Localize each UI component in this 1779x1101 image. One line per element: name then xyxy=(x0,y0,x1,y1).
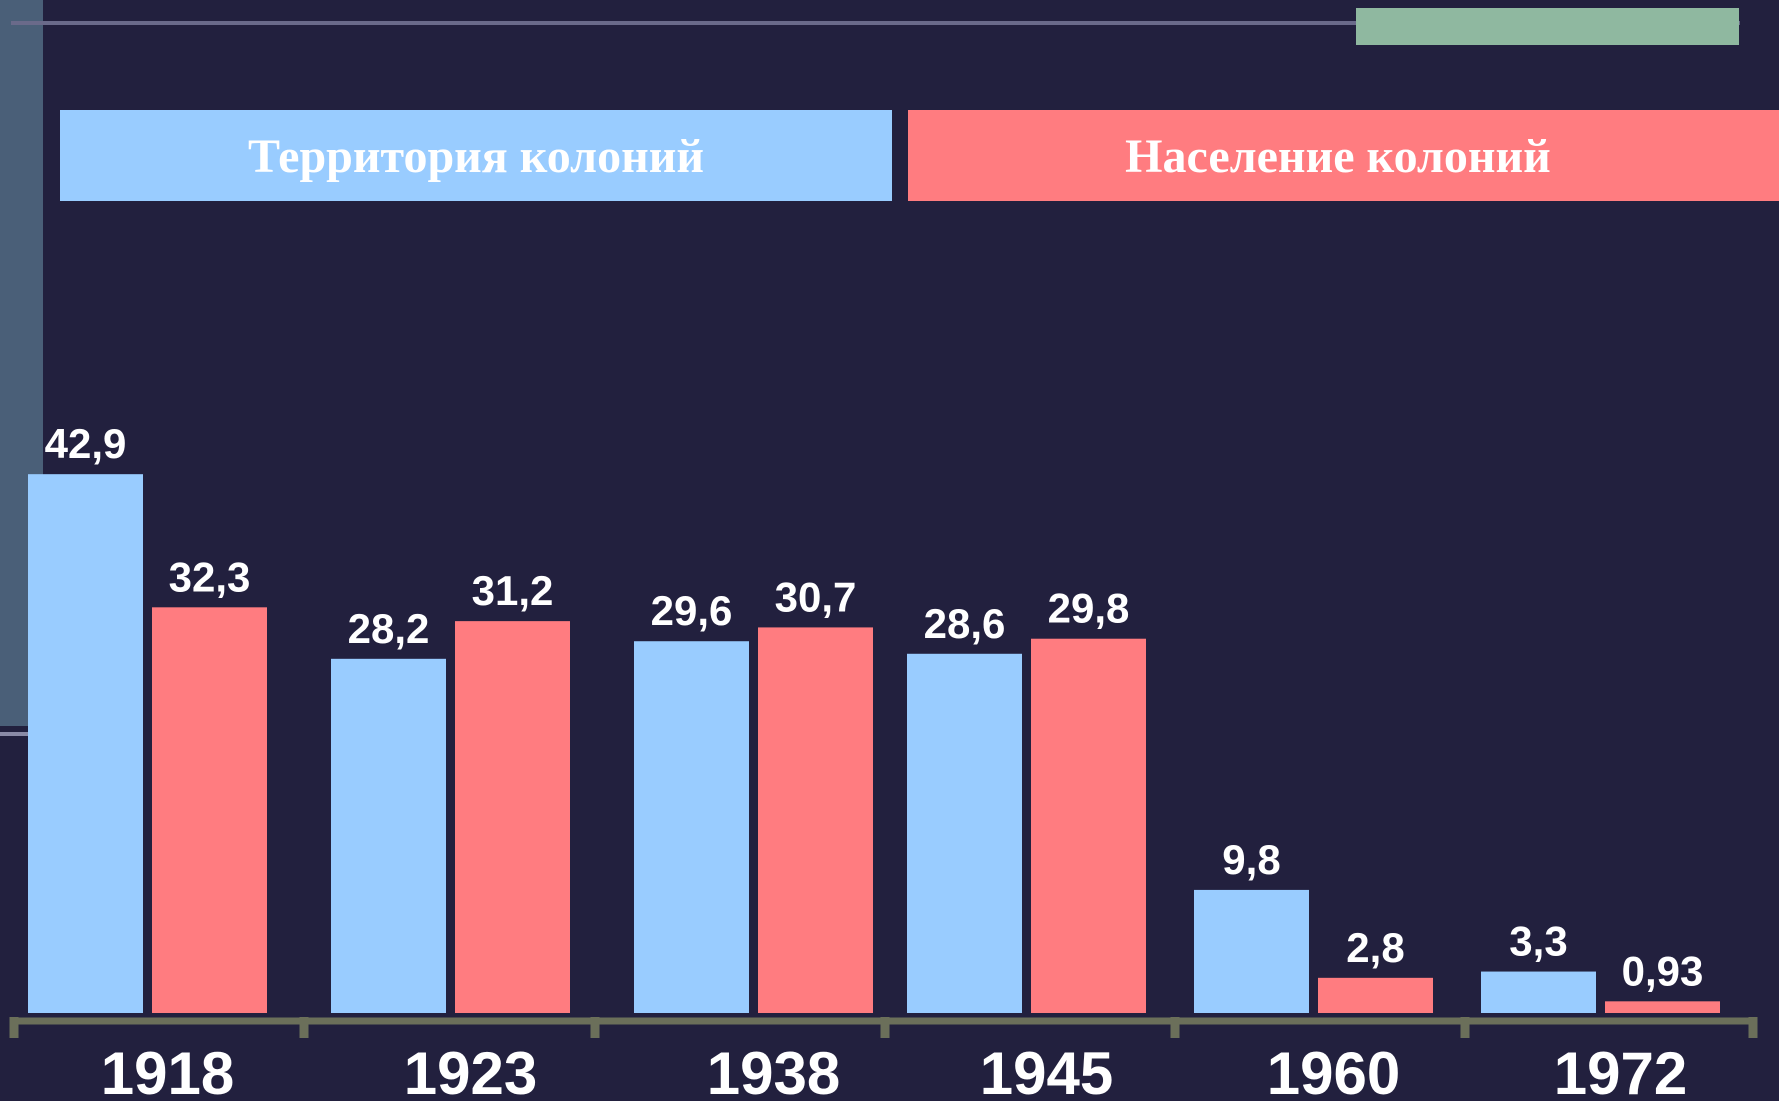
bar xyxy=(152,607,267,1013)
x-tick-label: 1972 xyxy=(1554,1040,1687,1101)
data-label: 2,8 xyxy=(1346,924,1404,971)
x-tick-label: 1938 xyxy=(707,1040,840,1101)
data-label: 32,3 xyxy=(169,553,251,600)
x-tick-label: 1960 xyxy=(1267,1040,1400,1101)
data-label: 29,6 xyxy=(651,587,733,634)
bar xyxy=(907,653,1022,1013)
x-tick-label: 1923 xyxy=(404,1040,537,1101)
bar xyxy=(1481,971,1596,1013)
bar xyxy=(1605,1001,1720,1013)
data-label: 42,9 xyxy=(45,420,127,467)
data-label: 30,7 xyxy=(775,573,857,620)
bar xyxy=(634,641,749,1013)
bar xyxy=(1031,638,1146,1013)
data-label: 29,8 xyxy=(1048,585,1130,632)
plot: 42,9 32,3 1918 28,2 31,2 1923 29,6 30,7 1938 28,6… xyxy=(9,420,1758,1101)
data-label: 28,6 xyxy=(924,600,1006,647)
data-label: 0,93 xyxy=(1622,947,1704,994)
x-tick-label: 1918 xyxy=(101,1040,234,1101)
legend: Территория колоний Население колоний xyxy=(60,110,1779,201)
data-label: 9,8 xyxy=(1222,836,1280,883)
decor-rect xyxy=(1356,8,1739,45)
bar xyxy=(1194,889,1309,1013)
legend-swatch xyxy=(60,110,892,201)
legend-label: Территория колоний xyxy=(248,130,704,183)
bar xyxy=(758,627,873,1013)
bar xyxy=(455,621,570,1013)
bar xyxy=(331,658,446,1013)
bar xyxy=(28,474,143,1013)
x-tick-label: 1945 xyxy=(980,1040,1113,1101)
data-label: 31,2 xyxy=(472,567,554,614)
legend-label: Население колоний xyxy=(1125,130,1551,183)
bar xyxy=(1318,977,1433,1013)
data-label: 28,2 xyxy=(348,605,430,652)
data-label: 3,3 xyxy=(1509,918,1567,965)
legend-swatch xyxy=(908,110,1779,201)
